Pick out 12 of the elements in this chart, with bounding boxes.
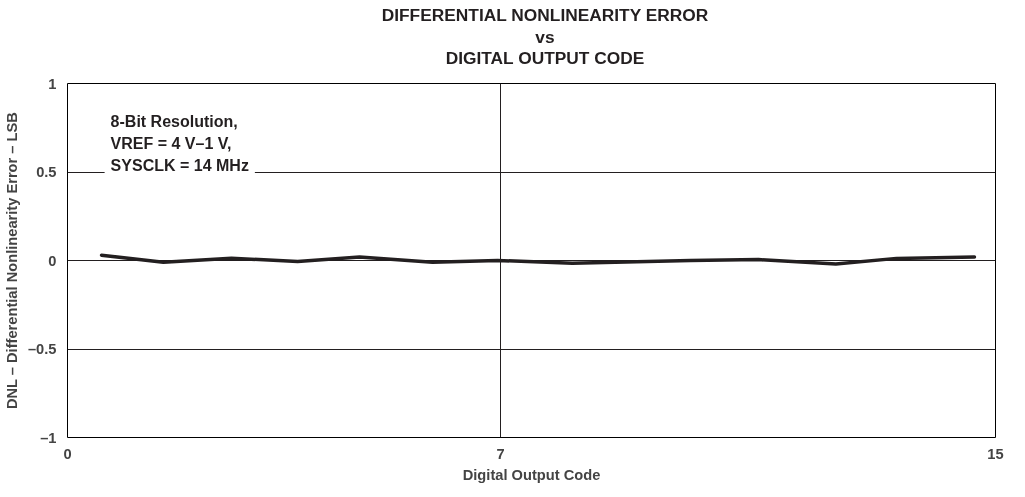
chart-title: DIFFERENTIAL NONLINEARITY ERROR vs DIGITAL OUTPUT CODE xyxy=(381,5,709,70)
y-tick-label: 1 xyxy=(48,75,57,92)
x-axis-title: Digital Output Code xyxy=(462,466,601,483)
y-tick-label: –0.5 xyxy=(27,340,57,357)
y-tick-label: –1 xyxy=(40,429,57,446)
x-tick-label: 15 xyxy=(987,445,1004,462)
y-axis-title: DNL – Differential Nonlinearity Error – LSB xyxy=(3,112,20,410)
x-tick-label: 7 xyxy=(496,445,505,462)
annotation: 8-Bit Resolution, VREF = 4 V–1 V, SYSCLK = 14 MHz xyxy=(110,112,249,174)
y-tick-label: 0 xyxy=(48,252,57,269)
y-tick-label: 0.5 xyxy=(36,163,57,180)
x-tick-label: 0 xyxy=(63,445,72,462)
